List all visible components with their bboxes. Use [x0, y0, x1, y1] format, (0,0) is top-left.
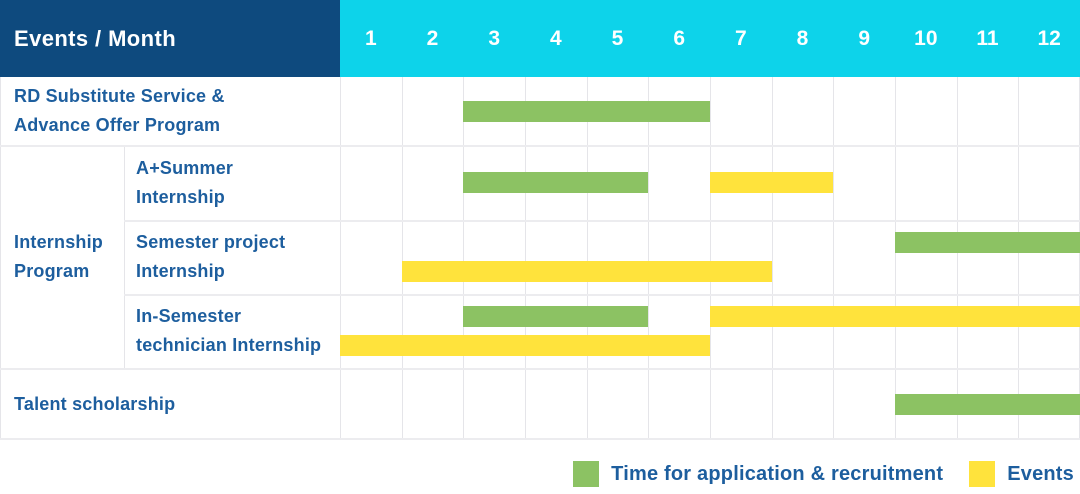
- grid-vline: [586, 77, 588, 440]
- grid-vline: [895, 77, 896, 440]
- grid-vline: [710, 77, 711, 440]
- month-header-row: 1 2 3 4 5 6 7 8 9 10 11 12: [340, 0, 1080, 77]
- grid-vline: [833, 77, 835, 440]
- month-label: 4: [549, 26, 562, 50]
- group-sub-divider: [124, 145, 125, 368]
- row-label-line: Semester project: [136, 232, 286, 252]
- legend-swatch-recruitment: [573, 461, 600, 487]
- row-separator: [124, 220, 1080, 222]
- group-label: Internship Program: [14, 145, 122, 368]
- row-label-line: RD Substitute Service &: [14, 86, 225, 106]
- legend-label-recruitment: Time for application & recruitment: [611, 462, 944, 485]
- gantt-bar-recruitment: [463, 172, 649, 193]
- row-label: In-Semester technician Internship: [136, 294, 336, 368]
- row-label: Semester project Internship: [136, 220, 336, 294]
- month-label: 1: [364, 26, 377, 50]
- row-separator: [0, 368, 1080, 370]
- grid-vline: [648, 77, 650, 440]
- grid-vline: [1018, 77, 1020, 440]
- month-label: 5: [611, 26, 624, 50]
- row-label: RD Substitute Service & Advance Offer Pro…: [14, 77, 336, 145]
- row-separator: [124, 294, 1080, 296]
- gantt-bar-event: [710, 172, 834, 193]
- month-label: 12: [1037, 26, 1061, 50]
- row-label-line: A+Summer: [136, 157, 234, 178]
- month-label: 11: [976, 26, 999, 50]
- month-label: 8: [796, 26, 809, 50]
- gantt-bar-recruitment: [895, 393, 1080, 415]
- row-label-line: Advance Offer Program: [14, 115, 221, 135]
- gantt-bar-recruitment: [895, 232, 1080, 254]
- table-border-left: [0, 77, 1, 440]
- grid-vline: [956, 77, 958, 440]
- label-chart-divider: [340, 77, 341, 440]
- month-label: 9: [858, 26, 870, 50]
- month-label: 6: [673, 26, 685, 50]
- gantt-bar-recruitment: [463, 100, 710, 122]
- table-header-corner: Events / Month: [0, 0, 340, 77]
- header-title: Events / Month: [14, 25, 177, 51]
- row-label-line: Internship: [136, 186, 226, 207]
- gantt-bar-event: [340, 334, 710, 356]
- month-label: 2: [426, 26, 439, 50]
- grid-vline: [463, 77, 465, 440]
- gantt-bar-event: [401, 260, 772, 282]
- legend-swatch-events: [969, 461, 996, 487]
- gantt-bar-recruitment: [463, 306, 649, 328]
- row-separator: [0, 438, 1080, 440]
- row-label: Talent scholarship: [14, 368, 336, 440]
- month-label: 3: [488, 26, 500, 50]
- month-label: 10: [914, 26, 938, 50]
- month-label: 7: [734, 26, 747, 50]
- grid-vline: [525, 77, 526, 440]
- row-label: A+Summer Internship: [136, 145, 336, 220]
- gantt-bar-event: [710, 306, 1080, 328]
- grid-vline: [771, 77, 773, 440]
- group-label-line: Internship: [14, 231, 104, 252]
- row-label-line: technician Internship: [136, 335, 322, 355]
- group-label-line: Program: [14, 260, 90, 281]
- row-label-line: In-Semester: [136, 306, 242, 326]
- legend-label-events: Events: [1007, 462, 1074, 485]
- row-label-line: Talent scholarship: [14, 393, 176, 414]
- grid-vline: [401, 77, 403, 440]
- legend: Time for application & recruitment Event…: [573, 460, 1074, 488]
- row-label-line: Internship: [136, 261, 226, 281]
- row-separator: [0, 145, 1080, 147]
